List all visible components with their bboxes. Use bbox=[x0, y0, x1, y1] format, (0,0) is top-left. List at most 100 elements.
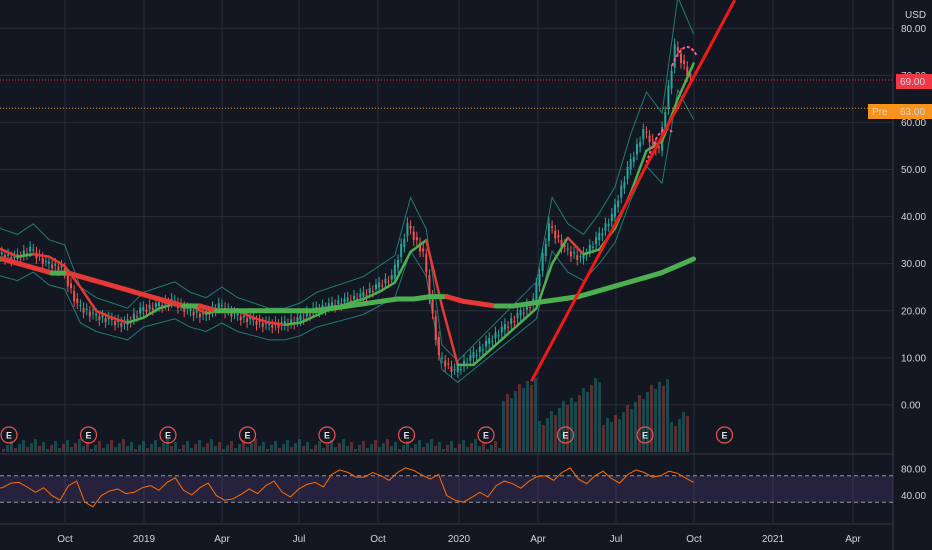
candle-body bbox=[41, 258, 44, 264]
candle-body bbox=[620, 185, 623, 198]
fast-ma-segment bbox=[16, 253, 35, 258]
candle-body bbox=[22, 250, 25, 256]
candle-body bbox=[142, 306, 145, 311]
earnings-marker bbox=[397, 426, 416, 444]
rsi-zone bbox=[0, 475, 893, 503]
candle-body bbox=[560, 240, 563, 248]
time-axis[interactable]: Oct 2019 Apr Jul Oct 2020 Apr Jul Oct 2021 Apr bbox=[57, 534, 861, 545]
volume-bar bbox=[78, 439, 81, 452]
volume-bar bbox=[378, 447, 381, 452]
volume-bar bbox=[526, 381, 529, 452]
earnings-marker-label: E bbox=[86, 431, 92, 441]
candle-body bbox=[362, 291, 365, 297]
volume-bar bbox=[638, 395, 641, 452]
volume-bar bbox=[22, 440, 25, 452]
bb-upper bbox=[0, 0, 695, 362]
candle-body bbox=[148, 305, 151, 309]
volume-bar bbox=[610, 422, 613, 452]
slow-ma-segment bbox=[65, 270, 88, 281]
time-label: Oct bbox=[57, 534, 73, 545]
candle-body bbox=[519, 309, 522, 316]
candle-body bbox=[220, 305, 223, 307]
volume-bar bbox=[602, 425, 605, 452]
volume-bar bbox=[290, 447, 293, 452]
candle-body bbox=[475, 355, 478, 357]
candle-body bbox=[629, 159, 632, 170]
volume-bar bbox=[582, 388, 585, 452]
earnings-marker bbox=[318, 426, 336, 444]
fast-ma-segment bbox=[267, 321, 287, 327]
candle-body bbox=[679, 53, 682, 64]
candle-body bbox=[51, 264, 54, 269]
volume-bar bbox=[218, 442, 221, 452]
earnings-marker-label: E bbox=[324, 431, 330, 441]
candle-body bbox=[79, 305, 82, 307]
trendline[interactable] bbox=[530, 0, 737, 383]
candle-body bbox=[145, 309, 148, 312]
volume-bar bbox=[398, 449, 401, 452]
candle-body bbox=[277, 324, 280, 328]
volume-bar bbox=[58, 448, 61, 452]
volume-bar bbox=[422, 447, 425, 452]
earnings-marker bbox=[159, 426, 177, 444]
candle-body bbox=[689, 73, 692, 78]
slow-ma-segment bbox=[32, 265, 55, 276]
slow-ma-segment bbox=[362, 298, 384, 307]
volume-bar bbox=[134, 449, 137, 452]
volume-bar bbox=[434, 446, 437, 452]
volume-bar bbox=[282, 444, 285, 452]
candle-body bbox=[535, 283, 538, 302]
volume-bar bbox=[266, 449, 269, 452]
volume-bar bbox=[10, 441, 13, 452]
candle-body bbox=[136, 316, 139, 318]
volume-bar bbox=[258, 446, 261, 452]
price-axis[interactable]: USD 80.0070.0060.0050.0040.0030.0020.001… bbox=[901, 10, 926, 411]
volume-bar bbox=[498, 448, 501, 452]
candle-body bbox=[544, 243, 547, 257]
candle-body bbox=[472, 352, 475, 358]
fast-ma-segment bbox=[299, 314, 318, 324]
price-tick-label: 50.00 bbox=[901, 165, 926, 176]
volume-bar bbox=[174, 442, 177, 452]
candle-body bbox=[44, 260, 47, 262]
candle-body bbox=[299, 315, 302, 321]
volume-bar bbox=[494, 441, 497, 452]
volume-bar bbox=[298, 439, 301, 452]
candle-body bbox=[488, 338, 491, 344]
candle-body bbox=[308, 314, 311, 316]
volume-bar bbox=[190, 448, 193, 452]
candle-body bbox=[132, 313, 135, 320]
volume-bar bbox=[242, 440, 245, 452]
time-label: 2021 bbox=[762, 534, 785, 545]
candle-body bbox=[557, 235, 560, 238]
volume-bar bbox=[538, 421, 541, 452]
candle-body bbox=[573, 252, 576, 254]
candle-body bbox=[123, 322, 126, 324]
candle-body bbox=[60, 265, 63, 268]
volume-bar bbox=[598, 382, 601, 452]
price-tick-label: 80.00 bbox=[901, 24, 926, 35]
volume-bar bbox=[210, 439, 213, 452]
last-price-tag-bg bbox=[896, 74, 932, 89]
slow-ma-segment bbox=[477, 301, 499, 309]
volume-bar bbox=[26, 447, 29, 452]
volume-bar bbox=[406, 441, 409, 452]
slow-ma-segment bbox=[82, 275, 104, 285]
volume-bar bbox=[654, 389, 657, 452]
volume-bar bbox=[310, 449, 313, 452]
price-tick-label: 30.00 bbox=[901, 259, 926, 270]
volume-bar bbox=[530, 385, 533, 452]
time-label: Oct bbox=[686, 534, 702, 545]
volume-bar bbox=[302, 446, 305, 452]
volume-bar bbox=[30, 443, 33, 452]
slow-ma-segment bbox=[131, 289, 154, 300]
volume-bar bbox=[590, 385, 593, 452]
candle-body bbox=[604, 223, 607, 231]
volume-bar bbox=[646, 392, 649, 452]
fast-ma-segment bbox=[440, 304, 459, 367]
volume-bar bbox=[206, 443, 209, 452]
volume-bar bbox=[478, 446, 481, 452]
slow-ma-segment bbox=[444, 294, 466, 304]
volume-bar bbox=[382, 443, 385, 452]
